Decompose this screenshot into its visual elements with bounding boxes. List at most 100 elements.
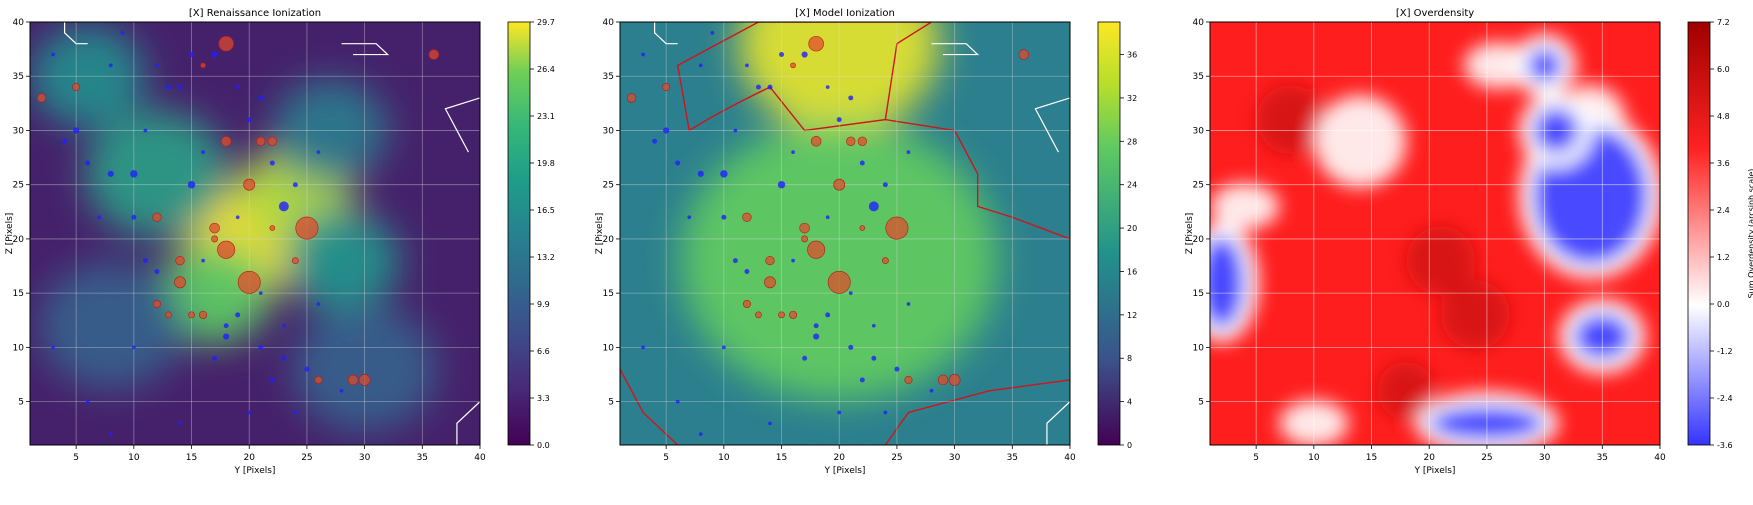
data-point	[799, 222, 810, 234]
x-tick-label: 25	[891, 453, 902, 463]
data-point	[152, 299, 161, 309]
data-point	[675, 160, 681, 166]
heatmap-field	[1210, 34, 1660, 445]
data-point	[859, 377, 865, 383]
data-point	[316, 302, 321, 306]
data-point	[269, 160, 275, 166]
data-point	[428, 49, 440, 60]
data-point	[131, 345, 136, 350]
data-point	[881, 257, 889, 265]
x-tick-label: 30	[1539, 453, 1551, 463]
data-point	[663, 127, 670, 134]
y-tick-label: 30	[13, 126, 25, 136]
y-tick-label: 5	[18, 398, 24, 408]
overdensity-peak	[1377, 361, 1435, 420]
scatter-points	[36, 30, 440, 437]
heatmap-hotspot	[156, 242, 273, 344]
data-point	[199, 310, 208, 319]
data-point	[906, 302, 911, 306]
mask-outline	[341, 43, 390, 56]
colorbar-tick-label: 20	[1127, 224, 1137, 233]
data-point	[212, 355, 218, 361]
data-point	[837, 410, 842, 415]
x-tick-label: 10	[128, 453, 140, 463]
data-point	[291, 257, 299, 265]
data-point	[51, 345, 55, 350]
x-tick-label: 40	[1654, 453, 1666, 463]
data-point	[217, 240, 236, 259]
data-point	[130, 170, 138, 178]
data-point	[825, 215, 830, 220]
mask-outline	[456, 401, 480, 445]
data-point	[802, 355, 808, 361]
data-point	[857, 136, 867, 146]
colorbar-tick-label: 12	[1127, 311, 1137, 320]
data-point	[742, 212, 752, 222]
data-point	[948, 374, 961, 386]
colorbar-tick-label: -3.6	[1717, 441, 1733, 450]
data-point	[142, 258, 148, 264]
overdensity-zero-region	[1210, 183, 1280, 230]
heatmap-hotspot	[680, 121, 998, 401]
data-point	[791, 258, 795, 263]
mask-outline	[1034, 97, 1070, 153]
data-point	[131, 214, 137, 220]
x-tick-label: 25	[301, 453, 312, 463]
y-tick-label: 5	[1198, 398, 1204, 408]
data-point	[687, 215, 692, 220]
colorbar-tick-label: 36	[1127, 51, 1137, 60]
data-point	[721, 214, 727, 220]
data-point	[641, 52, 645, 57]
y-tick-label: 30	[603, 126, 615, 136]
underdensity-region	[1210, 236, 1245, 329]
x-axis-label: Y [Pixels]	[1414, 466, 1456, 476]
colorbar-tick-label: 28	[1127, 137, 1137, 146]
data-point	[295, 216, 319, 240]
y-tick-label: 20	[13, 235, 25, 245]
data-point	[201, 150, 205, 155]
x-tick-label: 20	[244, 453, 256, 463]
heatmap-image	[1210, 22, 1660, 445]
data-point	[848, 344, 854, 350]
colorbar-tick-label: 32	[1127, 94, 1137, 103]
colorbar-tick-label: 0.0	[1717, 300, 1730, 309]
y-tick-label: 35	[1193, 72, 1204, 82]
data-point	[267, 136, 277, 146]
x-tick-label: 15	[776, 453, 787, 463]
mask-outline	[444, 97, 480, 153]
data-point	[885, 216, 909, 240]
overdensity-peak	[1440, 280, 1510, 350]
data-point	[269, 377, 275, 383]
y-tick-label: 20	[1193, 235, 1205, 245]
chart-title: [X] Renaissance Ionization	[189, 8, 321, 19]
data-point	[801, 51, 808, 58]
data-point	[314, 375, 323, 384]
data-point	[278, 201, 289, 212]
data-point	[710, 30, 715, 35]
x-tick-label: 40	[1064, 453, 1076, 463]
contour-line	[676, 22, 933, 132]
contour-line	[620, 368, 679, 445]
y-tick-label: 15	[1193, 289, 1204, 299]
data-point	[777, 180, 786, 189]
colorbar-tick-label: 4.8	[1717, 112, 1730, 121]
colorbar-tick-label: 3.6	[1717, 159, 1730, 168]
x-tick-label: 30	[359, 453, 371, 463]
data-point	[246, 117, 252, 123]
y-tick-label: 10	[603, 343, 615, 353]
data-point	[929, 388, 934, 393]
data-point	[768, 421, 772, 426]
data-point	[790, 62, 796, 69]
data-point	[120, 30, 125, 35]
data-point	[154, 268, 160, 274]
data-point	[281, 323, 286, 328]
data-point	[825, 312, 831, 318]
data-point	[175, 255, 185, 266]
data-point	[883, 410, 888, 415]
data-point	[871, 355, 877, 361]
colorbar-tick-label: 7.2	[1717, 18, 1730, 27]
data-point	[808, 35, 824, 52]
data-point	[223, 323, 229, 329]
data-point	[339, 388, 344, 393]
y-tick-label: 40	[13, 18, 25, 28]
